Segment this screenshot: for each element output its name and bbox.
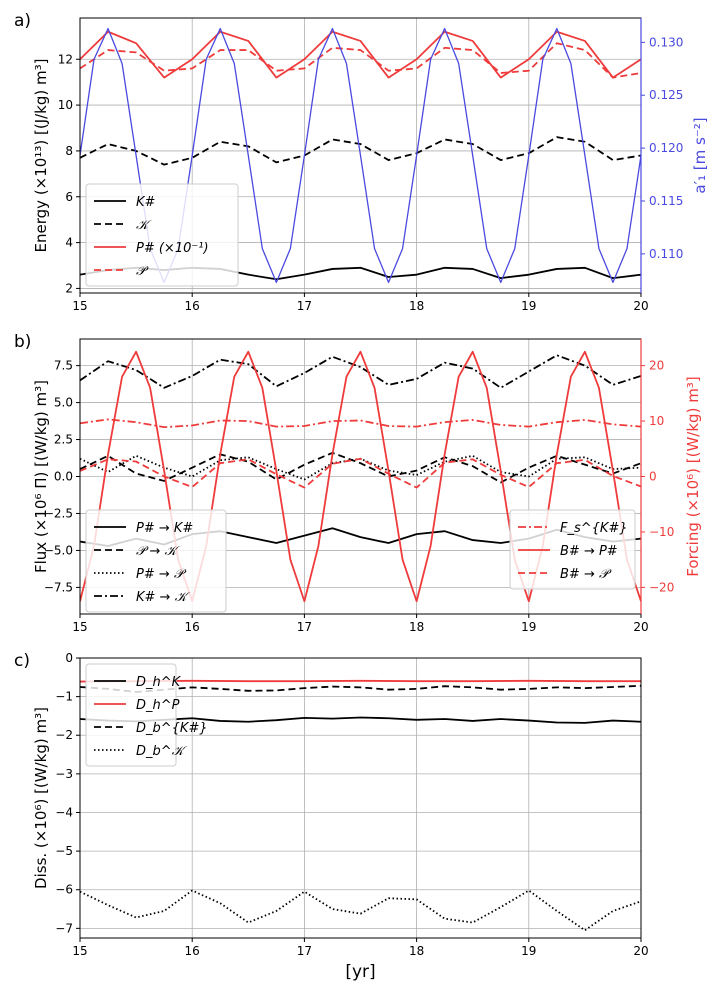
y2-axis-label: a′₁ [m s⁻²] (691, 117, 707, 193)
panel-3: 15 16 17 18 19 20 −7 −6 −5 −4 −3 −2 −1 0 Diss. (×10⁶) … (14, 651, 649, 981)
y-tick-label: 2.5 (54, 433, 73, 447)
x-tick-label: 19 (521, 299, 536, 313)
series-line-7 (80, 457, 641, 489)
legend-entry: K# (136, 195, 156, 210)
y2-axis-label: Forcing (×10⁶) [(W/kg) m³] (684, 376, 702, 576)
legend: K#𝒦P# (×10⁻¹)𝒫 (85, 183, 239, 287)
x-tick-label: 15 (72, 620, 87, 634)
legend-entry: K# → 𝒦 (136, 590, 191, 605)
y-tick-label: −3 (55, 767, 73, 781)
y-tick-label: −7.5 (44, 580, 73, 594)
legend: D_h^K D_h^P D_b^{K#} D_b^𝒦 (85, 663, 208, 767)
x-tick-label: 18 (409, 944, 424, 958)
y-axis-label: Energy (×10¹³) [(J/kg) m³] (32, 59, 50, 253)
x-tick-label: 15 (72, 944, 87, 958)
y2-tick-label: 10 (649, 414, 664, 428)
y-tick-label: 7.5 (54, 359, 73, 373)
panel-label: c) (14, 651, 30, 671)
y-tick-label: −1 (55, 690, 73, 704)
series-line-4 (80, 42, 641, 79)
y-axis-label: Flux (×10⁶ Π) [(W/kg) m³] (32, 380, 50, 573)
legend-entry: 𝒦 (136, 218, 152, 233)
y-tick-label: −7 (55, 921, 73, 935)
legend-entry: D_h^K (136, 675, 182, 690)
x-tick-label: 20 (633, 299, 648, 313)
y2-tick-label: 20 (649, 359, 664, 373)
x-tick-label: 16 (185, 620, 200, 634)
y-tick-label: 6 (65, 190, 73, 204)
y2-tick-label: −10 (649, 525, 674, 539)
x-tick-label: 16 (185, 944, 200, 958)
series-line-2 (80, 136, 641, 166)
x-tick-label: 17 (297, 944, 312, 958)
legend-entry: D_b^{K#} (136, 721, 208, 736)
x-tick-label: 18 (409, 620, 424, 634)
legend-entry: D_h^P (136, 698, 180, 713)
legend: F_s^{K#} B# → P# B# → 𝒫 (509, 509, 636, 590)
legend-box (85, 509, 227, 613)
y-tick-label: −6 (55, 883, 73, 897)
y-tick-label: 10 (58, 98, 73, 112)
y2-tick-label: 0.110 (649, 247, 683, 261)
plot-frame (79, 657, 642, 939)
y-tick-label: 0 (65, 651, 73, 665)
y-tick-label: 0.0 (54, 470, 73, 484)
legend-entry: P# (×10⁻¹) (136, 241, 209, 256)
panel-1: 15 16 17 18 19 20 2 4 6 8 10 12 0.110 0.115 0.120 0.125… (14, 11, 707, 313)
legend-box (85, 663, 177, 767)
y-tick-label: −2.5 (44, 506, 73, 520)
legend-entry: F_s^{K#} (560, 521, 628, 536)
panel-label: b) (14, 332, 31, 352)
panel-2: 15 16 17 18 19 20 −7.5 −5.0 −2.5 0.0 2.5 5.0 7.5 −20 −… (14, 332, 702, 634)
y-tick-label: 5.0 (54, 396, 73, 410)
y2-tick-label: 0.115 (649, 194, 683, 208)
x-tick-label: 20 (633, 620, 648, 634)
y2-tick-label: −20 (649, 580, 674, 594)
series-line-5 (80, 418, 641, 429)
x-tick-label: 17 (297, 299, 312, 313)
series-line-4 (80, 354, 641, 389)
legend-entry: D_b^𝒦 (136, 744, 188, 759)
series-group (80, 27, 641, 284)
x-tick-label: 20 (633, 944, 648, 958)
x-tick-label: 17 (297, 620, 312, 634)
y2-tick-label: 0.120 (649, 141, 683, 155)
y-tick-label: −5.0 (44, 543, 73, 557)
legend: P# → K# 𝒫 → 𝒦 P# → 𝒫 K# → 𝒦 (85, 509, 227, 613)
legend-entry: P# → 𝒫 (136, 567, 187, 582)
x-tick-label: 15 (72, 299, 87, 313)
y-axis-label: Diss. (×10⁶) [(W/kg) m³] (32, 707, 50, 889)
y2-tick-label: 0.125 (649, 88, 683, 102)
y2-tick-label: 0 (649, 470, 657, 484)
legend-box (509, 509, 636, 590)
legend-entry: B# → 𝒫 (560, 567, 612, 582)
x-tick-label: 18 (409, 299, 424, 313)
y-tick-label: 4 (65, 236, 73, 250)
y-tick-label: 12 (58, 52, 73, 66)
legend-entry: B# → P# (560, 544, 618, 559)
panel-label: a) (14, 11, 31, 31)
legend-box (85, 183, 239, 287)
y-tick-label: −2 (55, 728, 73, 742)
x-tick-label: 19 (521, 620, 536, 634)
series-line-4 (80, 889, 641, 932)
x-tick-label: 16 (185, 299, 200, 313)
legend-entry: P# → K# (136, 521, 193, 536)
x-tick-label: 19 (521, 944, 536, 958)
y-tick-label: −4 (55, 805, 73, 819)
y2-tick-label: 0.130 (649, 35, 683, 49)
legend-entry: 𝒫 → 𝒦 (136, 544, 181, 559)
series-line-3 (80, 30, 641, 79)
x-axis-label: [yr] (345, 962, 375, 981)
y-tick-label: −5 (55, 844, 73, 858)
series-line-2 (80, 451, 641, 484)
y-tick-label: 8 (65, 144, 73, 158)
y-tick-label: 2 (65, 281, 73, 295)
